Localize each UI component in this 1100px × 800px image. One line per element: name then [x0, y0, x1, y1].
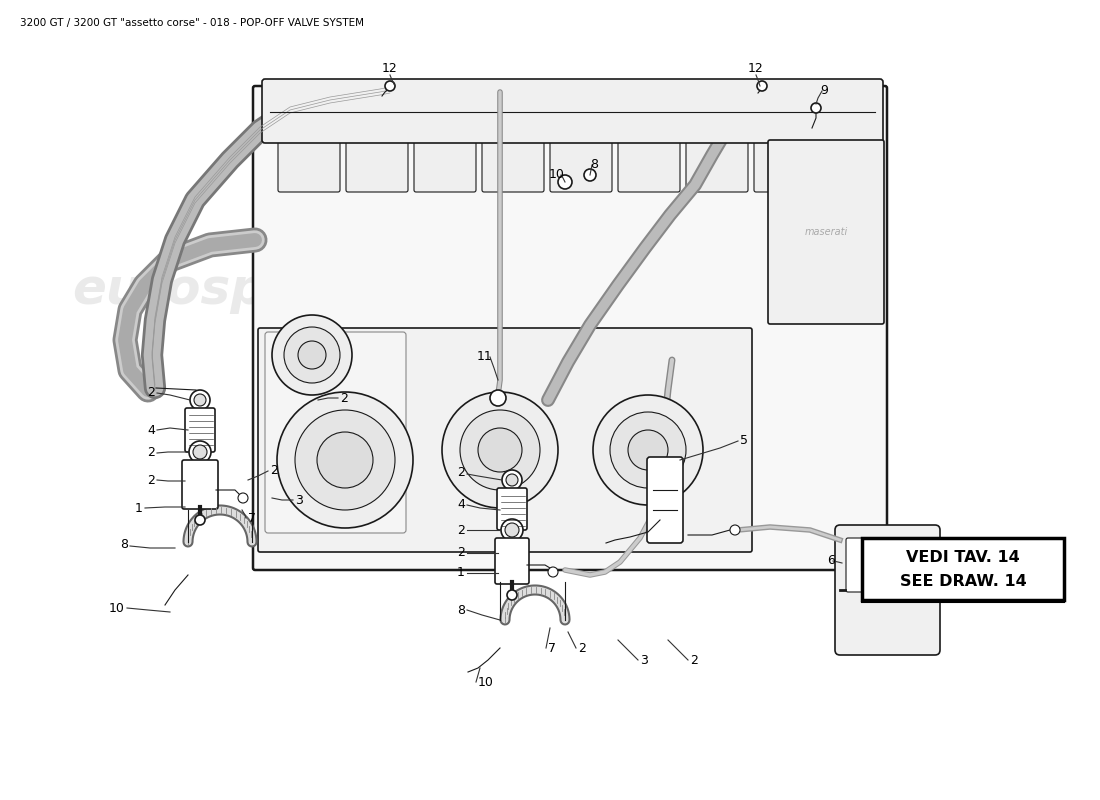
Circle shape [490, 390, 506, 406]
Text: VEDI TAV. 14: VEDI TAV. 14 [906, 550, 1020, 566]
FancyBboxPatch shape [686, 88, 748, 192]
Text: 2: 2 [690, 654, 697, 666]
Circle shape [628, 430, 668, 470]
Circle shape [190, 390, 210, 410]
Circle shape [192, 445, 207, 459]
Circle shape [506, 474, 518, 486]
FancyBboxPatch shape [893, 538, 930, 592]
Text: 8: 8 [456, 603, 465, 617]
Text: 6: 6 [827, 554, 835, 566]
Text: 8: 8 [120, 538, 128, 551]
Circle shape [317, 432, 373, 488]
FancyBboxPatch shape [265, 332, 406, 533]
Circle shape [500, 519, 522, 541]
Text: SEE DRAW. 14: SEE DRAW. 14 [900, 574, 1026, 590]
Circle shape [507, 590, 517, 600]
Circle shape [272, 315, 352, 395]
Text: 8: 8 [590, 158, 598, 171]
Circle shape [295, 410, 395, 510]
Text: 3: 3 [295, 494, 302, 506]
Circle shape [757, 81, 767, 91]
Circle shape [610, 412, 686, 488]
Text: 1: 1 [458, 566, 465, 579]
Circle shape [811, 103, 821, 113]
Circle shape [730, 525, 740, 535]
Text: 2: 2 [147, 474, 155, 486]
FancyBboxPatch shape [182, 460, 218, 509]
Text: 2: 2 [458, 546, 465, 559]
FancyBboxPatch shape [754, 88, 816, 192]
Text: maserati: maserati [804, 227, 848, 237]
Circle shape [195, 515, 205, 525]
Text: 2: 2 [578, 642, 586, 654]
FancyBboxPatch shape [497, 488, 527, 530]
FancyBboxPatch shape [346, 88, 408, 192]
Circle shape [284, 327, 340, 383]
FancyBboxPatch shape [846, 538, 890, 592]
FancyBboxPatch shape [262, 79, 883, 143]
Text: 2: 2 [458, 466, 465, 479]
Text: 2: 2 [147, 446, 155, 459]
Circle shape [189, 441, 211, 463]
Circle shape [442, 392, 558, 508]
FancyBboxPatch shape [185, 408, 214, 452]
Text: 1: 1 [135, 502, 143, 514]
Circle shape [277, 392, 412, 528]
Text: 12: 12 [382, 62, 398, 74]
Text: 10: 10 [478, 675, 494, 689]
Circle shape [502, 470, 522, 490]
FancyBboxPatch shape [618, 88, 680, 192]
Circle shape [558, 175, 572, 189]
FancyBboxPatch shape [278, 88, 340, 192]
Circle shape [478, 428, 522, 472]
Text: 2: 2 [458, 523, 465, 537]
FancyBboxPatch shape [647, 457, 683, 543]
Text: 5: 5 [740, 434, 748, 446]
FancyBboxPatch shape [768, 140, 884, 324]
Text: 9: 9 [820, 83, 828, 97]
FancyBboxPatch shape [414, 88, 476, 192]
Circle shape [298, 341, 326, 369]
Text: 10: 10 [549, 167, 565, 181]
Circle shape [584, 169, 596, 181]
Circle shape [385, 81, 395, 91]
Text: 11: 11 [476, 350, 492, 362]
FancyBboxPatch shape [835, 525, 940, 655]
Text: 12: 12 [748, 62, 763, 74]
FancyBboxPatch shape [482, 88, 544, 192]
FancyBboxPatch shape [550, 88, 612, 192]
Circle shape [238, 493, 248, 503]
Text: eurospares: eurospares [72, 266, 388, 314]
Text: 7: 7 [248, 511, 256, 525]
Text: 4: 4 [147, 423, 155, 437]
Bar [862, 538, 1064, 600]
Circle shape [460, 410, 540, 490]
Text: 3: 3 [640, 654, 648, 666]
Text: 3200 GT / 3200 GT "assetto corse" - 018 - POP-OFF VALVE SYSTEM: 3200 GT / 3200 GT "assetto corse" - 018 … [20, 18, 364, 28]
Text: 2: 2 [147, 386, 155, 399]
Text: 2: 2 [270, 463, 278, 477]
Text: 2: 2 [340, 391, 348, 405]
Circle shape [548, 567, 558, 577]
Text: eurospares: eurospares [492, 506, 808, 554]
Circle shape [194, 394, 206, 406]
Text: 10: 10 [109, 602, 125, 614]
Circle shape [593, 395, 703, 505]
Text: 7: 7 [548, 642, 556, 654]
FancyBboxPatch shape [258, 328, 752, 552]
FancyBboxPatch shape [253, 86, 887, 570]
FancyBboxPatch shape [495, 538, 529, 584]
Circle shape [505, 523, 519, 537]
Text: 4: 4 [458, 498, 465, 511]
